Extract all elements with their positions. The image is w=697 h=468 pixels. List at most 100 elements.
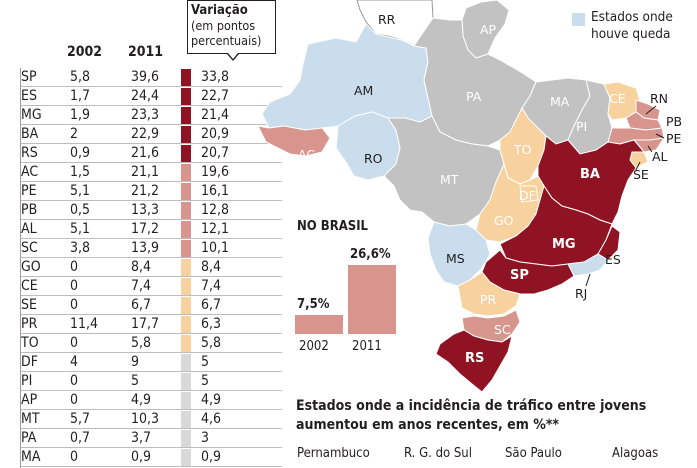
table-row: DF 4 9 5 xyxy=(0,353,282,372)
cell-variation: 16,1 xyxy=(201,183,230,199)
cell-2011: 7,4 xyxy=(131,278,152,294)
map-label-rn: RN xyxy=(650,91,668,106)
cell-color-swatch xyxy=(181,430,191,447)
map-label-es: ES xyxy=(605,252,621,267)
variation-header-box: Variação (em pontos percentuais) xyxy=(187,0,276,54)
map-label-pr: PR xyxy=(480,292,497,307)
map-label-ac: AC xyxy=(298,147,315,162)
cell-color-swatch xyxy=(181,164,191,181)
national-bar-value-2002: 7,5% xyxy=(297,297,330,312)
cell-variation: 5 xyxy=(201,373,210,389)
variation-subtitle-1: (em pontos xyxy=(191,18,256,33)
row-divider xyxy=(21,219,282,220)
cell-state: MA xyxy=(21,449,41,465)
cell-color-swatch xyxy=(181,392,191,409)
cell-state: ES xyxy=(21,88,37,104)
map-state-rj xyxy=(567,253,609,277)
map-state-pr xyxy=(457,271,521,317)
table-row: SC 3,8 13,9 10,1 xyxy=(0,239,282,258)
table-row: PE 5,1 21,2 16,1 xyxy=(0,182,282,201)
cell-2002: 5,7 xyxy=(70,411,91,427)
map-label-pa: PA xyxy=(466,89,482,104)
cell-2011: 13,3 xyxy=(131,202,160,218)
map-label-rs: RS xyxy=(465,351,484,366)
cell-2002: 11,4 xyxy=(70,316,99,332)
cell-state: CE xyxy=(21,278,38,294)
cell-2011: 3,7 xyxy=(131,430,152,446)
variation-title: Variação xyxy=(191,3,248,18)
cell-2002: 0 xyxy=(70,373,79,389)
cell-state: AP xyxy=(21,392,38,408)
map-label-ms: MS xyxy=(446,251,465,266)
cell-color-swatch xyxy=(181,373,191,390)
table-row: CE 0 7,4 7,4 xyxy=(0,277,282,296)
map-label-ma: MA xyxy=(550,94,570,109)
cell-color-swatch xyxy=(181,335,191,352)
cell-color-swatch xyxy=(181,297,191,314)
table-row: MA 0 0,9 0,9 xyxy=(0,448,282,467)
cell-2002: 0 xyxy=(70,297,79,313)
small-multiple-label-sp: São Paulo xyxy=(505,446,562,461)
table-row: AC 1,5 21,1 19,6 xyxy=(0,163,282,182)
row-divider xyxy=(21,352,282,353)
cell-color-swatch xyxy=(181,88,191,105)
cell-2011: 10,3 xyxy=(131,411,160,427)
cell-2002: 0 xyxy=(70,278,79,294)
cell-2011: 24,4 xyxy=(131,88,160,104)
cell-state: BA xyxy=(21,126,39,142)
cell-2011: 13,9 xyxy=(131,240,160,256)
map-label-rj: RJ xyxy=(575,286,587,301)
cell-2011: 5,8 xyxy=(131,335,152,351)
cell-2002: 0,5 xyxy=(70,202,91,218)
table-row: MG 1,9 23,3 21,4 xyxy=(0,106,282,125)
small-multiple-label-pe: Pernambuco xyxy=(297,446,370,461)
cell-color-swatch xyxy=(181,354,191,371)
row-divider xyxy=(21,86,282,87)
cell-2011: 5 xyxy=(131,373,140,389)
cell-state: SE xyxy=(21,297,37,313)
national-bar-value-2011: 26,6% xyxy=(350,247,391,262)
table-row: AL 5,1 17,2 12,1 xyxy=(0,220,282,239)
table-row: TO 0 5,8 5,8 xyxy=(0,334,282,353)
row-divider xyxy=(21,371,282,372)
row-divider xyxy=(21,466,282,467)
cell-state: PE xyxy=(21,183,37,199)
cell-variation: 12,1 xyxy=(201,221,230,237)
leader-line-pe xyxy=(655,133,665,139)
cell-state: TO xyxy=(21,335,39,351)
cell-color-swatch xyxy=(181,126,191,143)
small-multiple-label-rs: R. G. do Sul xyxy=(404,446,472,461)
cell-state: MT xyxy=(21,411,40,427)
row-divider xyxy=(21,314,282,315)
cell-2002: 5,8 xyxy=(70,69,91,85)
cell-color-swatch xyxy=(181,259,191,276)
cell-state: MG xyxy=(21,107,42,123)
cell-color-swatch xyxy=(181,183,191,200)
cell-variation: 22,7 xyxy=(201,88,230,104)
cell-2002: 0,9 xyxy=(70,145,91,161)
cell-color-swatch xyxy=(181,69,191,86)
map-label-ba: BA xyxy=(580,167,600,182)
cell-2002: 0,7 xyxy=(70,430,91,446)
cell-variation: 10,1 xyxy=(201,240,230,256)
cell-state: PA xyxy=(21,430,37,446)
row-divider xyxy=(21,428,282,429)
cell-2011: 17,7 xyxy=(131,316,160,332)
cell-color-swatch xyxy=(181,145,191,162)
cell-2002: 0 xyxy=(70,335,79,351)
map-label-pi: PI xyxy=(576,119,587,134)
national-bar-category-2011: 2011 xyxy=(352,339,382,354)
cell-2002: 3,8 xyxy=(70,240,91,256)
cell-state: PR xyxy=(21,316,38,332)
cell-variation: 20,7 xyxy=(201,145,230,161)
cell-state: SC xyxy=(21,240,38,256)
row-divider xyxy=(21,333,282,334)
cell-variation: 3 xyxy=(201,430,210,446)
row-divider xyxy=(21,390,282,391)
cell-state: AL xyxy=(21,221,37,237)
national-bar-2011 xyxy=(348,265,396,334)
cell-variation: 0,9 xyxy=(201,449,222,465)
cell-color-swatch xyxy=(181,107,191,124)
cell-2011: 21,6 xyxy=(131,145,160,161)
cell-variation: 19,6 xyxy=(201,164,230,180)
